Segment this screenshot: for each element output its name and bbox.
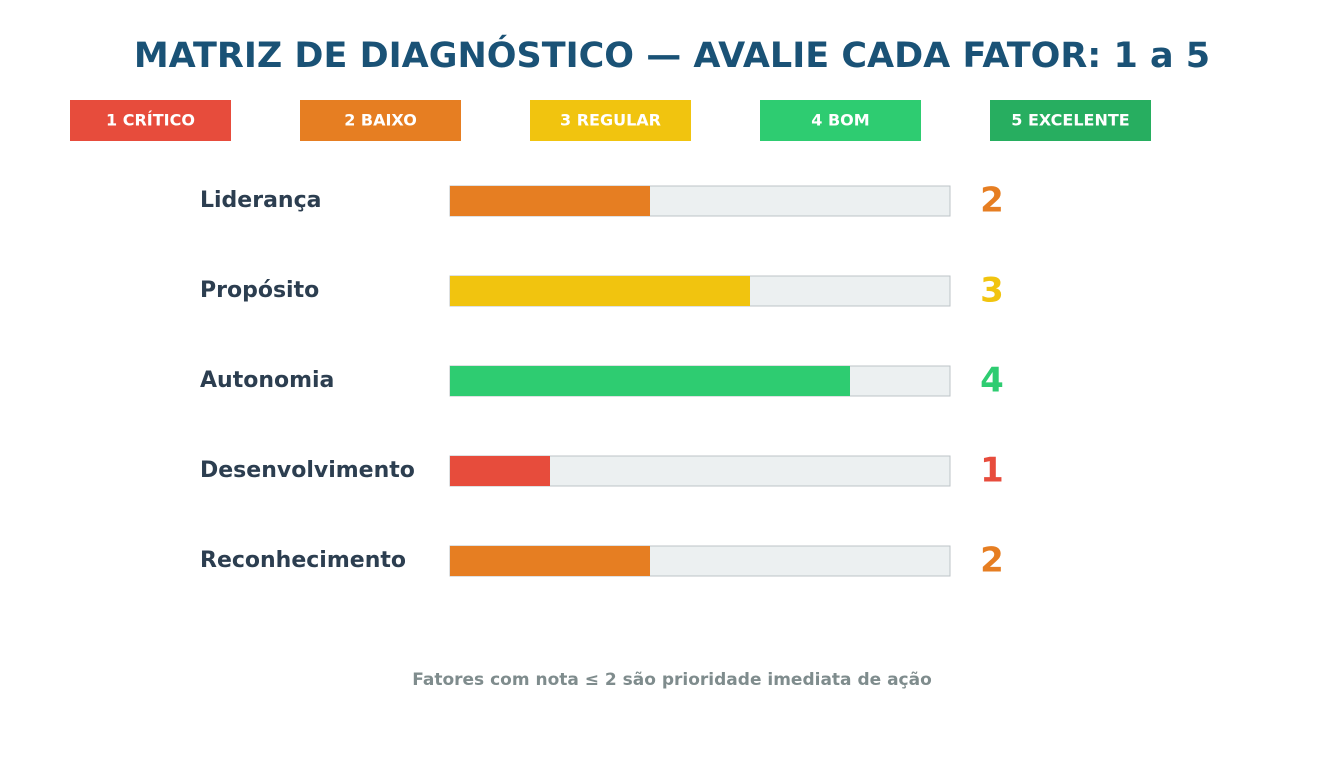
value-label: 2: [980, 181, 1004, 221]
chart-title: MATRIZ DE DIAGNÓSTICO — AVALIE CADA FATO…: [134, 34, 1210, 76]
category-label: Reconhecimento: [200, 548, 406, 573]
value-label: 3: [980, 271, 1004, 311]
legend-swatch: [300, 100, 461, 141]
value-label: 2: [980, 541, 1004, 581]
bar: [450, 186, 650, 216]
value-label: 4: [980, 361, 1004, 401]
footnote: Fatores com nota ≤ 2 são prioridade imed…: [412, 670, 932, 690]
legend-swatch: [990, 100, 1151, 141]
bar: [450, 546, 650, 576]
category-label: Propósito: [200, 278, 319, 303]
legend-label: 4 BOM: [811, 111, 869, 130]
legend-label: 5 EXCELENTE: [1011, 111, 1129, 130]
bar: [450, 276, 750, 306]
legend-swatch: [70, 100, 231, 141]
legend-swatch: [530, 100, 691, 141]
legend-swatch: [760, 100, 921, 141]
category-label: Liderança: [200, 188, 321, 213]
category-label: Autonomia: [200, 368, 334, 393]
legend-label: 2 BAIXO: [344, 111, 417, 130]
bar: [450, 456, 550, 486]
legend-label: 3 REGULAR: [560, 111, 661, 130]
category-label: Desenvolvimento: [200, 458, 415, 483]
legend-label: 1 CRÍTICO: [106, 111, 195, 130]
value-label: 1: [980, 451, 1004, 491]
bar: [450, 366, 850, 396]
